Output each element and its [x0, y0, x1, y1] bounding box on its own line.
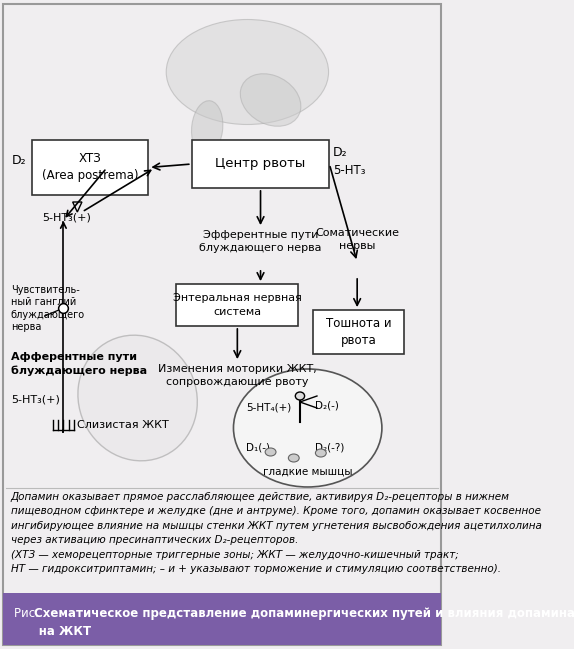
Text: D₂(-?): D₂(-?)	[316, 443, 345, 453]
Text: 5-НТ₄(+): 5-НТ₄(+)	[246, 403, 291, 413]
Text: Допамин оказывает прямое расслабляющее действие, активируя D₂-рецепторы в нижнем: Допамин оказывает прямое расслабляющее д…	[11, 492, 542, 574]
Text: Схематическое представление допаминергических путей и влияния допамина: Схематическое представление допаминергич…	[34, 607, 574, 620]
Text: ХТЗ
(Area postrema): ХТЗ (Area postrema)	[42, 153, 139, 182]
Text: D₂: D₂	[333, 145, 348, 158]
Ellipse shape	[241, 74, 301, 127]
FancyBboxPatch shape	[313, 310, 404, 354]
Text: Чувствитель-
ный ганглий
блуждающего
нерва: Чувствитель- ный ганглий блуждающего нер…	[11, 285, 85, 332]
Text: Соматические
нервы: Соматические нервы	[315, 228, 399, 251]
Ellipse shape	[78, 335, 197, 461]
FancyBboxPatch shape	[3, 593, 441, 645]
Text: на ЖКТ: на ЖКТ	[14, 625, 91, 638]
Ellipse shape	[316, 449, 326, 457]
Text: Энтеральная нервная
система: Энтеральная нервная система	[173, 293, 302, 317]
Ellipse shape	[166, 19, 328, 125]
Text: D₂(-): D₂(-)	[316, 400, 339, 410]
Text: D₂: D₂	[11, 154, 26, 167]
Text: Изменения моторики ЖКТ,
сопровождающие рвоту: Изменения моторики ЖКТ, сопровождающие р…	[158, 364, 317, 387]
FancyBboxPatch shape	[176, 284, 298, 326]
Text: Рис.: Рис.	[14, 607, 42, 620]
Text: 5-НТ₃(+): 5-НТ₃(+)	[42, 213, 91, 223]
Text: гладкие мышцы: гладкие мышцы	[263, 467, 352, 477]
Text: D₁(-): D₁(-)	[246, 443, 270, 453]
Text: Центр рвоты: Центр рвоты	[215, 158, 305, 171]
Text: Слизистая ЖКТ: Слизистая ЖКТ	[77, 420, 169, 430]
Text: Эфферентные пути
блуждающего нерва: Эфферентные пути блуждающего нерва	[199, 230, 322, 253]
Ellipse shape	[192, 101, 223, 155]
Text: Тошнота и
рвота: Тошнота и рвота	[326, 317, 391, 347]
FancyBboxPatch shape	[192, 140, 329, 188]
Ellipse shape	[288, 454, 299, 462]
Ellipse shape	[234, 369, 382, 487]
Ellipse shape	[265, 448, 276, 456]
Text: 5-НТ₃: 5-НТ₃	[333, 164, 366, 177]
Text: Афферентные пути
блуждающего нерва: Афферентные пути блуждающего нерва	[11, 352, 147, 376]
FancyBboxPatch shape	[3, 4, 441, 645]
FancyBboxPatch shape	[33, 140, 149, 195]
Text: 5-НТ₃(+): 5-НТ₃(+)	[11, 395, 60, 405]
Ellipse shape	[295, 392, 305, 400]
